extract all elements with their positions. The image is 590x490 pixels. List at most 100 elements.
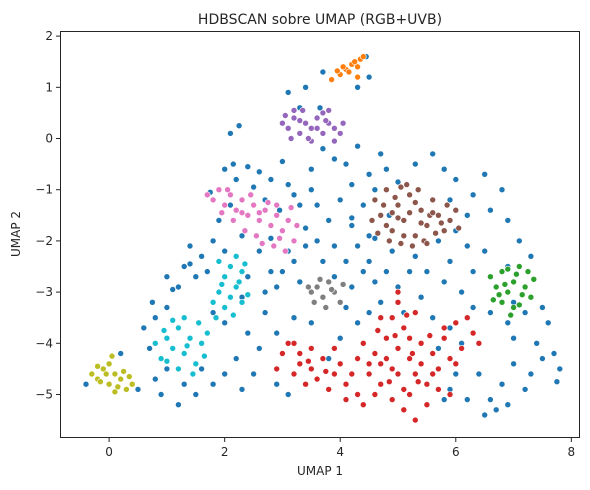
scatter-point-s0-44: [354, 142, 361, 150]
scatter-point-s0-154: [348, 283, 356, 291]
scatter-point-s9-8: [198, 339, 205, 347]
y-tick-label: 0: [45, 132, 53, 146]
scatter-point-s2-14: [530, 275, 538, 283]
scatter-point-s6-8: [250, 201, 257, 209]
scatter-point-s3-68: [374, 327, 382, 334]
scatter-point-s0-147: [302, 224, 309, 232]
scatter-point-s5-31: [443, 201, 451, 209]
scatter-point-s3-62: [354, 355, 361, 362]
scatter-point-s0-68: [411, 252, 419, 260]
scatter-point-s3-22: [417, 339, 425, 347]
scatter-point-s0-83: [504, 217, 512, 224]
scatter-point-s5-26: [368, 217, 376, 224]
scatter-point-s0-90: [521, 309, 529, 316]
x-tick-label: 6: [452, 445, 460, 459]
scatter-point-s5-13: [446, 217, 454, 224]
scatter-point-s0-52: [365, 73, 373, 81]
scatter-point-s2-2: [498, 268, 506, 275]
scatter-point-s0-92: [533, 339, 541, 347]
scatter-point-s0-71: [446, 258, 454, 265]
scatter-point-s0-128: [284, 391, 292, 398]
scatter-point-s3-35: [336, 360, 344, 368]
scatter-point-s6-4: [227, 191, 234, 199]
plot-frame: [60, 31, 580, 438]
scatter-point-s0-5: [149, 298, 156, 306]
scatter-point-s4-5: [307, 125, 315, 132]
scatter-point-s3-47: [279, 350, 286, 357]
scatter-point-s3-73: [409, 350, 416, 357]
scatter-point-s0-127: [273, 380, 281, 388]
scatter-point-s4-15: [325, 107, 333, 114]
scatter-point-s6-15: [290, 237, 298, 245]
scatter-point-s0-22: [250, 183, 257, 191]
scatter-point-s0-40: [365, 171, 373, 178]
scatter-point-s0-8: [175, 283, 182, 291]
scatter-point-s3-66: [403, 311, 411, 319]
scatter-point-s9-21: [221, 273, 228, 281]
scatter-point-s9-11: [163, 357, 171, 365]
scatter-point-s0-91: [539, 304, 546, 311]
scatter-point-s3-10: [377, 380, 385, 388]
scatter-point-s6-23: [247, 191, 254, 199]
scatter-point-s2-18: [489, 296, 497, 304]
scatter-point-s0-19: [232, 176, 240, 183]
scatter-point-s8-3: [105, 380, 113, 388]
scatter-point-s0-1: [117, 350, 124, 357]
scatter-point-s0-77: [481, 247, 489, 255]
scatter-point-s0-37: [348, 222, 356, 229]
scatter-point-s3-30: [411, 309, 419, 316]
scatter-point-s5-29: [417, 219, 425, 227]
scatter-point-s0-160: [446, 324, 454, 332]
scatter-point-s2-12: [495, 291, 503, 299]
scatter-point-s0-61: [331, 242, 338, 250]
scatter-point-s3-51: [435, 386, 442, 393]
scatter-point-s0-36: [325, 217, 333, 224]
scatter-point-s0-164: [406, 268, 413, 275]
scatter-point-s3-1: [296, 350, 304, 357]
y-tick-label: −4: [35, 336, 53, 350]
scatter-point-s0-58: [302, 242, 309, 250]
scatter-point-s3-29: [400, 324, 408, 332]
scatter-point-s8-8: [105, 360, 113, 368]
scatter-point-s9-26: [235, 278, 243, 286]
scatter-point-s0-69: [423, 268, 431, 275]
scatter-point-s3-60: [406, 391, 413, 398]
scatter-point-s0-96: [527, 370, 535, 378]
y-tick-label: −2: [35, 234, 53, 248]
scatter-point-s0-115: [336, 334, 344, 342]
scatter-point-s6-31: [224, 186, 231, 193]
scatter-point-s0-163: [388, 247, 396, 255]
scatter-point-s0-6: [152, 314, 159, 322]
scatter-point-s0-129: [221, 370, 228, 378]
scatter-point-s3-18: [469, 329, 477, 337]
scatter-point-s3-11: [388, 365, 396, 373]
scatter-point-s0-179: [169, 286, 176, 293]
scatter-point-s0-32: [331, 155, 338, 163]
scatter-point-s4-7: [319, 130, 327, 137]
scatter-point-s3-46: [296, 360, 304, 368]
scatter-point-s6-10: [261, 206, 269, 214]
scatter-point-s6-6: [238, 196, 246, 204]
scatter-point-s0-73: [463, 242, 471, 250]
scatter-point-s0-42: [394, 178, 402, 186]
scatter-point-s6-17: [281, 247, 289, 255]
scatter-point-s2-6: [521, 283, 529, 291]
scatter-point-s3-33: [406, 334, 413, 342]
scatter-point-s7-10: [339, 281, 347, 288]
scatter-point-s3-8: [354, 391, 361, 398]
scatter-point-s0-29: [313, 201, 321, 209]
scatter-point-s6-3: [221, 201, 228, 209]
scatter-point-s0-43: [377, 150, 385, 158]
scatter-point-s9-2: [163, 334, 171, 342]
y-axis: −5 −4 −3 −2 −1 0 1 2: [35, 29, 60, 401]
scatter-point-s0-138: [261, 288, 269, 296]
scatter-point-s0-140: [267, 268, 275, 275]
scatter-point-s8-15: [111, 388, 119, 396]
scatter-point-s0-11: [192, 273, 200, 281]
scatter-point-s0-170: [296, 201, 304, 209]
scatter-point-s3-55: [417, 360, 425, 368]
scatter-point-s6-25: [218, 209, 226, 216]
scatter-point-s0-9: [163, 273, 171, 281]
scatter-point-s0-173: [429, 150, 437, 158]
scatter-point-s5-20: [380, 201, 387, 209]
